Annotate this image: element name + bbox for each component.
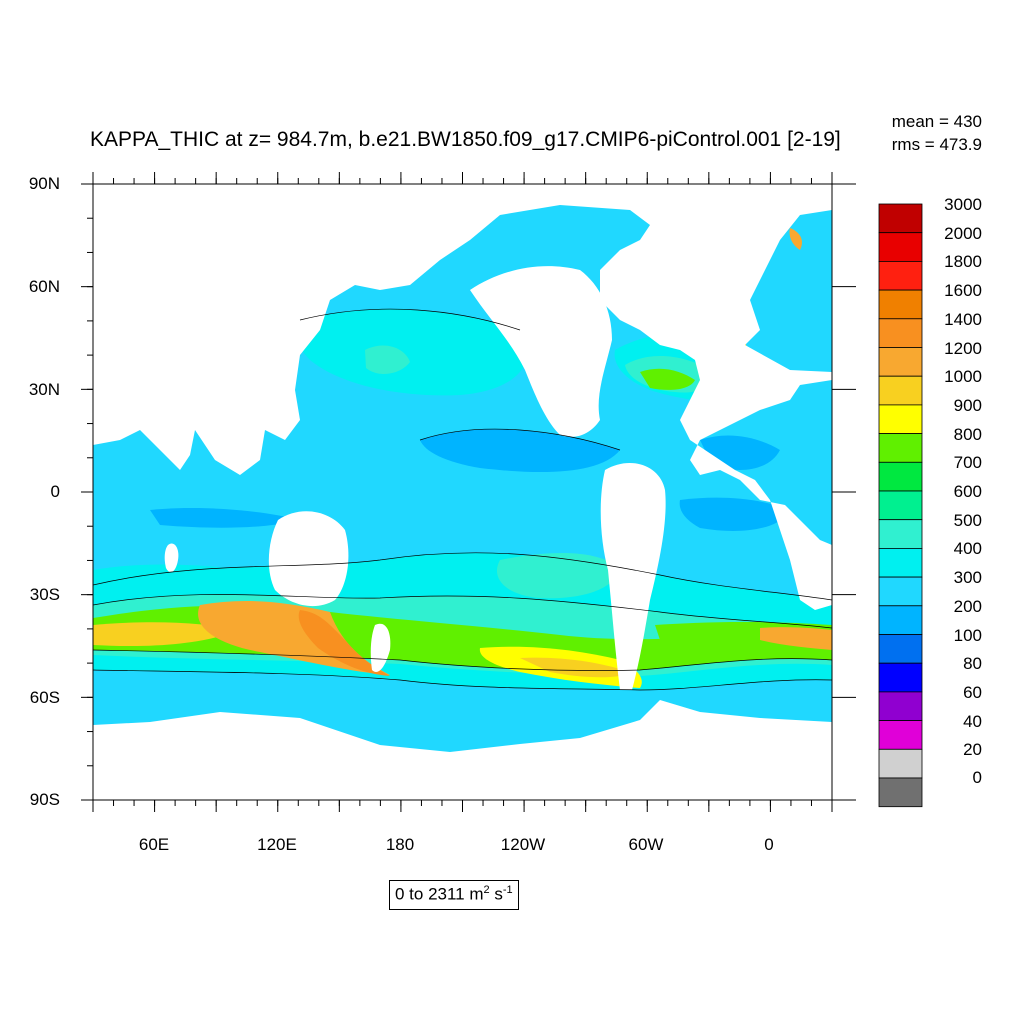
lat-label-30n: 30N — [28, 380, 60, 399]
colorbar-swatch — [878, 691, 923, 722]
colorbar-swatch — [878, 347, 923, 377]
range-box: 0 to 2311 m2 s-1 — [389, 880, 519, 910]
colorbar-swatch — [878, 519, 923, 549]
mean-stat: mean = 430 — [891, 112, 982, 131]
colorbar-label: 900 — [953, 395, 982, 415]
colorbar-label: 600 — [953, 482, 982, 501]
colorbar-label: 1800 — [944, 252, 982, 272]
colorbar-label: 60 — [963, 682, 982, 702]
colorbar-swatch — [878, 375, 923, 406]
colorbar-label: 1200 — [944, 338, 982, 358]
lon-label-120w: 120W — [500, 835, 546, 854]
colorbar-swatch — [878, 662, 923, 693]
colorbar-label: 500 — [953, 510, 982, 530]
colorbar-swatch — [878, 404, 923, 434]
colorbar-label: 400 — [953, 539, 982, 559]
colorbar-swatch — [878, 490, 923, 521]
colorbar-label: 200 — [953, 596, 982, 616]
range-mid: s — [489, 884, 503, 904]
colorbar-swatch — [878, 203, 923, 234]
colorbar-swatch — [878, 576, 923, 607]
range-sup-1: 2 — [483, 884, 490, 896]
colorbar-label: 2000 — [944, 223, 982, 243]
colorbar-swatch — [878, 548, 923, 578]
colorbar-swatch — [878, 260, 923, 291]
contour-lines — [93, 308, 832, 691]
colorbar-swatch — [878, 634, 923, 664]
lon-label-0: 0 — [764, 835, 774, 854]
lat-label-90n: 90N — [28, 174, 60, 193]
lat-label-90s: 90S — [29, 790, 60, 809]
axis-ticks — [81, 172, 856, 812]
colorbar-swatch — [878, 748, 923, 779]
colorbar-label: 700 — [953, 453, 982, 473]
colorbar-swatch — [878, 777, 923, 808]
colorbar-label: 1600 — [944, 281, 982, 301]
lat-label-eq: 0 — [50, 482, 60, 501]
colorbar-label: 80 — [963, 654, 982, 674]
colorbar-label: 0 — [972, 768, 982, 788]
lat-label-60n: 60N — [28, 277, 60, 296]
colorbar-swatch — [878, 720, 923, 750]
colorbar-label: 3000 — [944, 195, 982, 214]
colorbar-label: 300 — [953, 568, 982, 588]
land-masses — [93, 184, 832, 690]
colorbar-label: 800 — [953, 424, 982, 444]
lon-label-180: 180 — [385, 835, 415, 854]
colorbar-swatch — [878, 433, 923, 463]
colorbar-swatch — [878, 232, 923, 262]
colorbar-label: 100 — [953, 625, 982, 645]
colorbar-label: 1400 — [944, 309, 982, 329]
colorbar-swatch — [878, 289, 923, 320]
lon-label-120e: 120E — [257, 835, 297, 854]
range-text: 0 to 2311 m — [395, 884, 484, 904]
colorbar — [878, 203, 923, 808]
colorbar-swatch — [878, 605, 923, 635]
antarctica-land — [93, 700, 832, 800]
range-sup-2: -1 — [502, 884, 513, 896]
colorbar-label: 1000 — [944, 367, 982, 387]
colorbar-swatch — [878, 318, 923, 348]
rms-stat: rms = 473.9 — [891, 135, 982, 154]
colorbar-label: 20 — [963, 740, 982, 760]
colorbar-label: 40 — [963, 711, 982, 731]
colorbar-swatch — [878, 461, 923, 492]
lat-label-30s: 30S — [29, 585, 60, 604]
plot-title: KAPPA_THIC at z= 984.7m, b.e21.BW1850.f0… — [90, 128, 841, 151]
lon-label-60w: 60W — [628, 835, 664, 854]
lon-label-60e: 60E — [138, 835, 170, 854]
lat-label-60s: 60S — [29, 688, 60, 707]
